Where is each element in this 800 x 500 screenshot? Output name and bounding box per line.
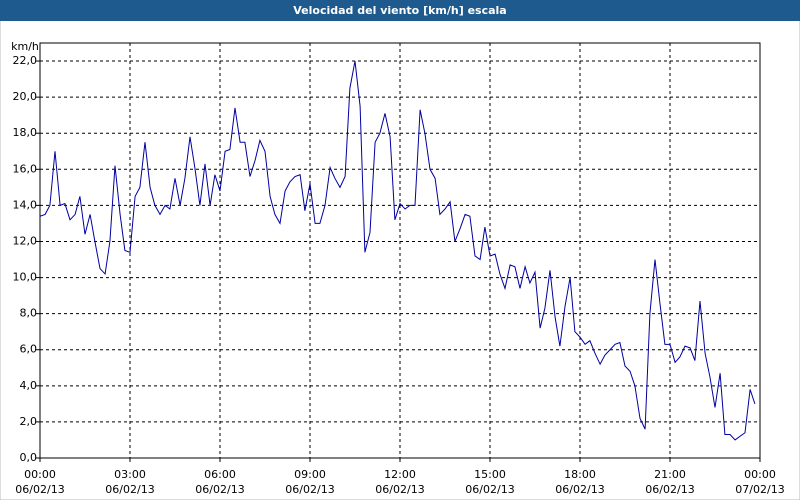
x-tick-label: 06/02/13 — [15, 483, 64, 496]
x-tick-label: 06/02/13 — [375, 483, 424, 496]
chart-title: Velocidad del viento [km/h] escala — [293, 4, 506, 17]
y-unit: km/h — [11, 40, 39, 53]
y-tick-label: 18,0 — [13, 126, 38, 139]
y-tick-label: 8,0 — [20, 307, 38, 320]
data-line — [39, 60, 756, 441]
y-tick-label: 12,0 — [13, 234, 38, 247]
y-tick-label: 4,0 — [20, 379, 38, 392]
x-tick-label: 15:00 — [474, 468, 506, 481]
x-tick-label: 18:00 — [564, 468, 596, 481]
title-bar — [0, 0, 800, 21]
x-tick-label: 06/02/13 — [555, 483, 604, 496]
x-tick-label: 03:00 — [114, 468, 146, 481]
x-tick-label: 06/02/13 — [285, 483, 334, 496]
x-tick-label: 06/02/13 — [465, 483, 514, 496]
x-tick-label: 09:00 — [294, 468, 326, 481]
x-tick-label: 07/02/13 — [735, 483, 784, 496]
x-tick-label: 06/02/13 — [105, 483, 154, 496]
x-tick-label: 21:00 — [654, 468, 686, 481]
x-tick-label: 06:00 — [204, 468, 236, 481]
x-tick-label: 06/02/13 — [195, 483, 244, 496]
x-tick-label: 12:00 — [384, 468, 416, 481]
y-tick-label: 16,0 — [13, 162, 38, 175]
y-tick-label: 20,0 — [13, 90, 38, 103]
y-tick-label: 0,0 — [20, 451, 38, 464]
y-tick-label: 22,0 — [13, 54, 38, 67]
y-tick-label: 10,0 — [13, 271, 38, 284]
y-tick-label: 14,0 — [13, 198, 38, 211]
x-tick-label: 00:00 — [744, 468, 776, 481]
y-tick-label: 2,0 — [20, 415, 38, 428]
plot-border — [39, 42, 761, 459]
x-tick-label: 06/02/13 — [645, 483, 694, 496]
x-tick-label: 00:00 — [24, 468, 56, 481]
y-tick-label: 6,0 — [20, 343, 38, 356]
